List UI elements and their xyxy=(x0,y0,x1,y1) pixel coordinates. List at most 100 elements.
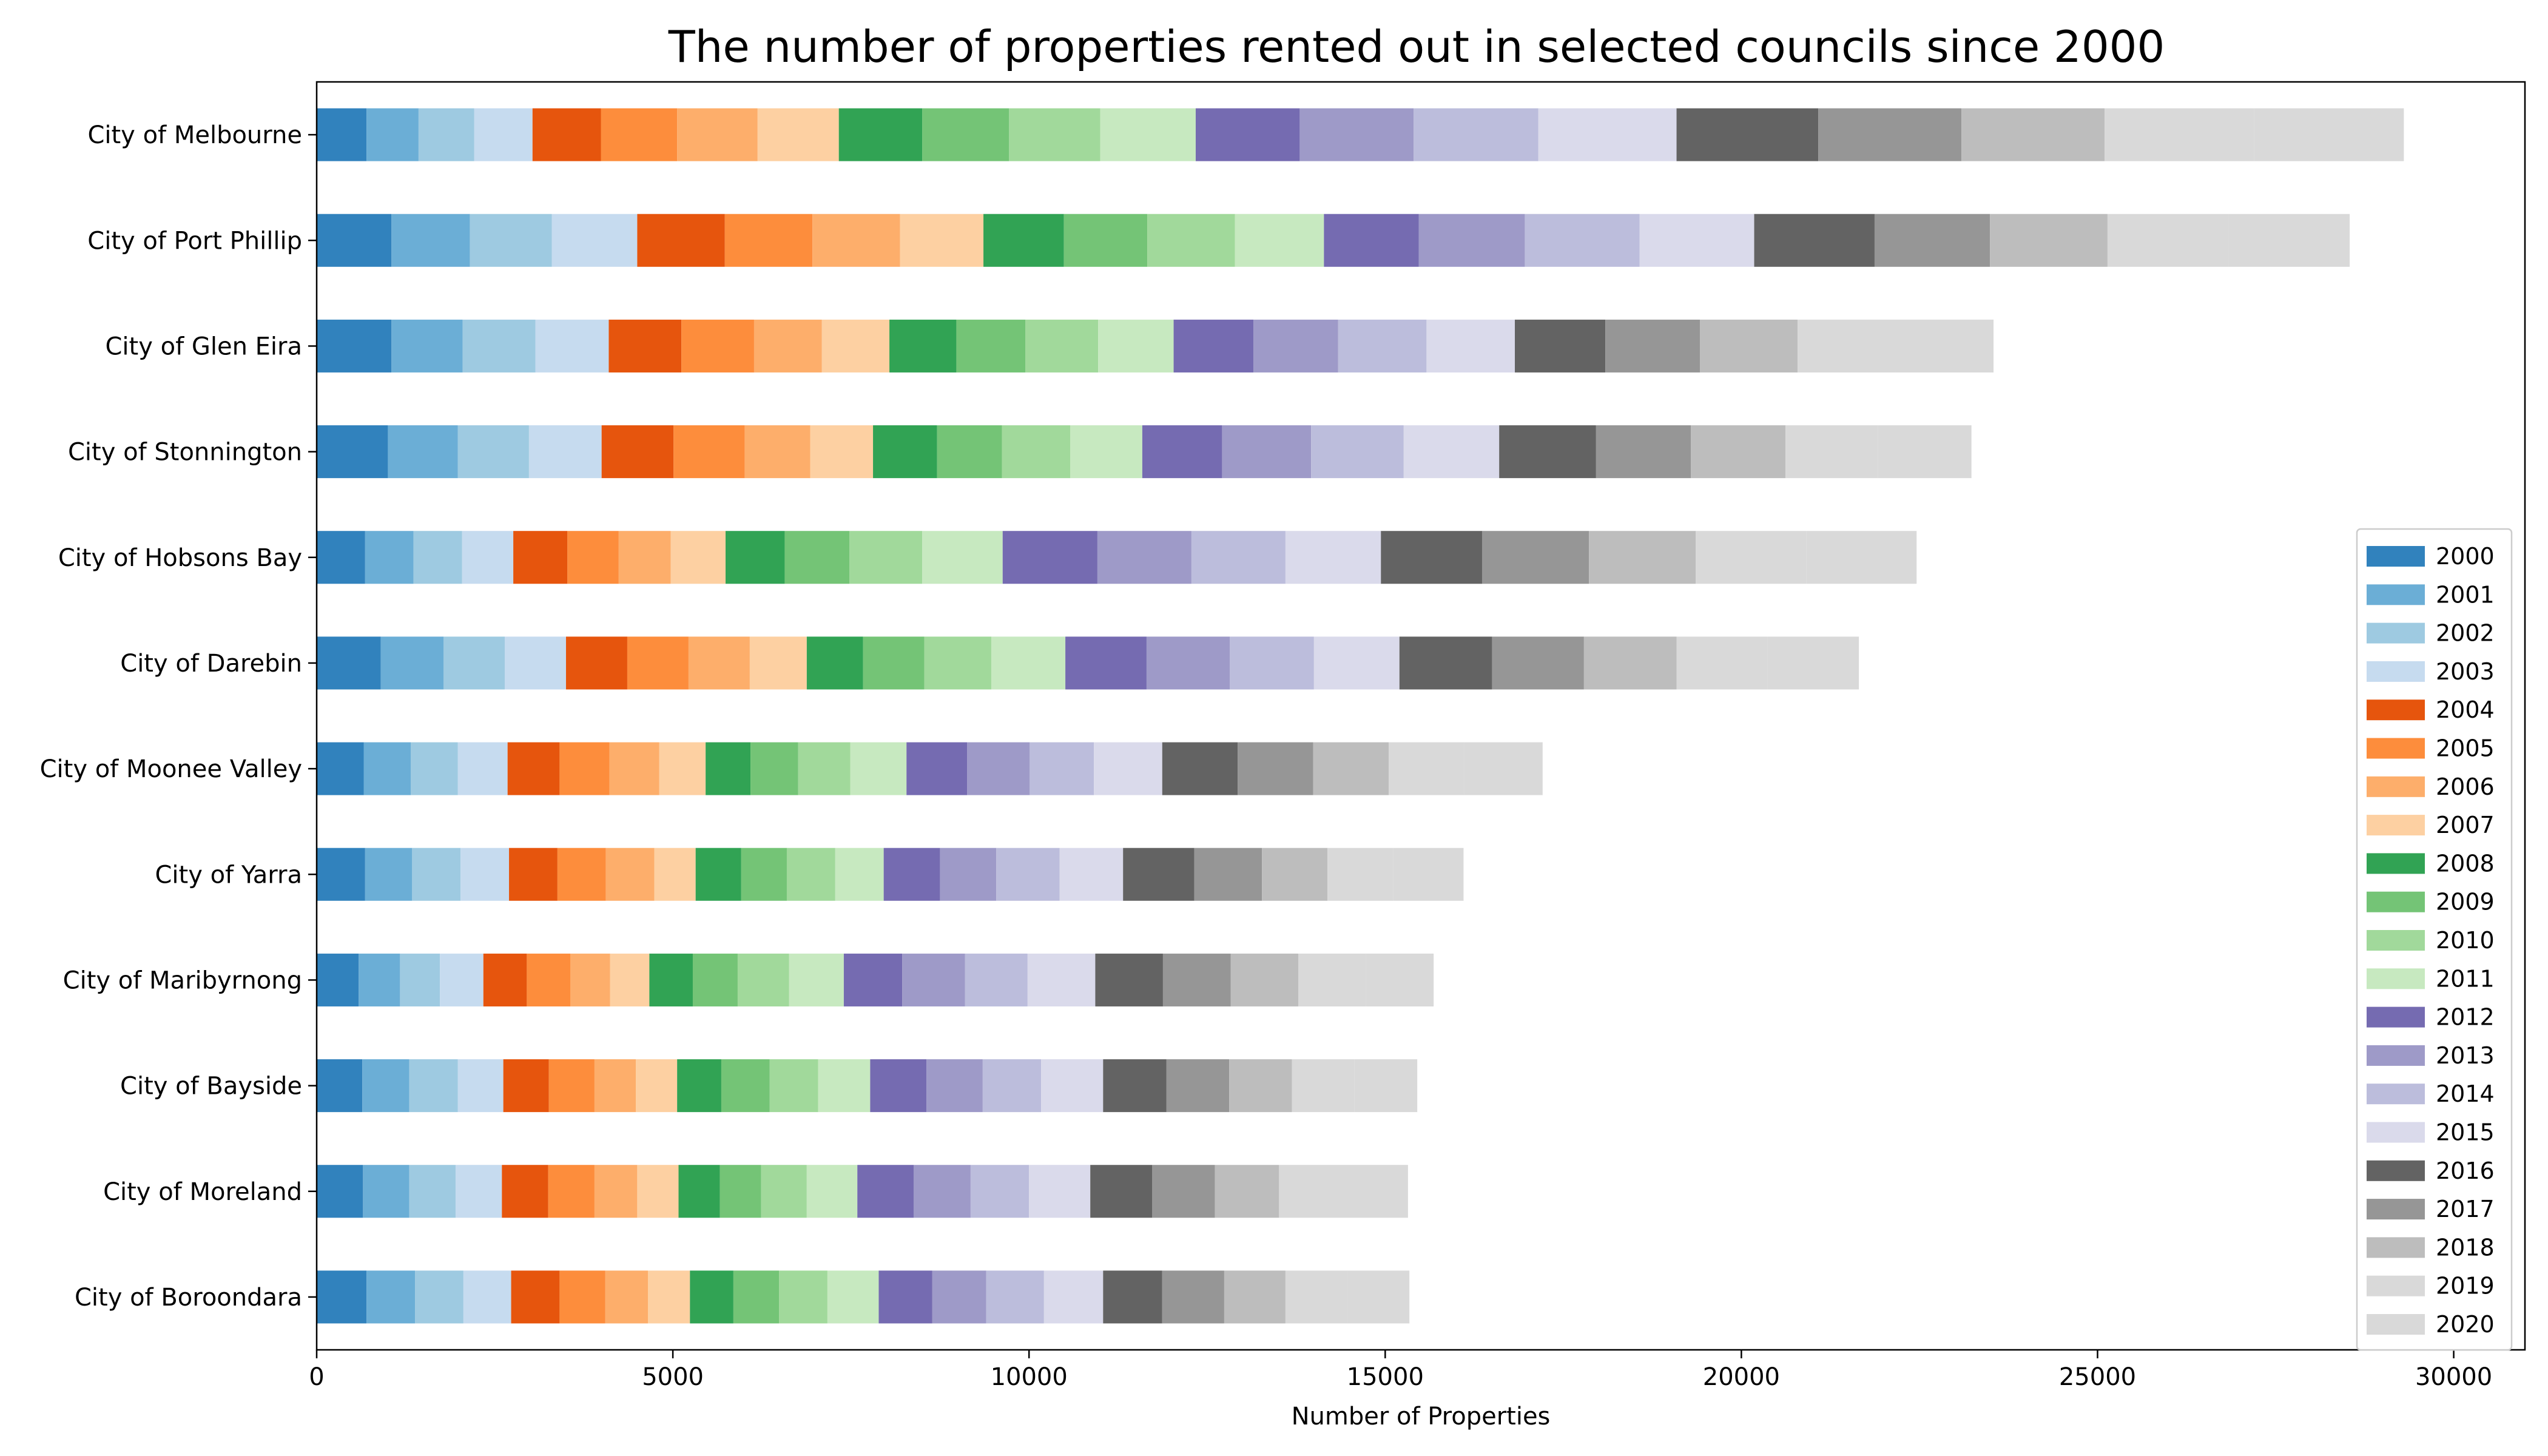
legend-swatch-2013 xyxy=(2367,1045,2425,1066)
bar-segment-2000-2 xyxy=(317,319,392,372)
bar-segment-2013-4 xyxy=(1097,531,1191,584)
legend-label-2003: 2003 xyxy=(2436,658,2495,685)
legend-label-2004: 2004 xyxy=(2436,696,2495,723)
bar-segment-2009-10 xyxy=(720,1165,761,1218)
legend-swatch-2006 xyxy=(2367,776,2425,797)
bar-segment-2000-5 xyxy=(317,636,381,690)
bar-segment-2010-0 xyxy=(1009,108,1100,161)
bar-segment-2004-4 xyxy=(513,531,568,584)
x-tick-label: 30000 xyxy=(2415,1363,2492,1391)
y-tick-label: City of Hobsons Bay xyxy=(58,544,302,572)
bar-segment-2011-6 xyxy=(850,742,907,795)
bar-segment-2009-1 xyxy=(1063,214,1148,267)
bar-segment-2001-7 xyxy=(365,848,413,901)
bar-segment-2011-3 xyxy=(1070,425,1142,479)
bar-segment-2014-8 xyxy=(965,953,1028,1006)
bar-segment-2018-6 xyxy=(1313,742,1389,795)
bar-segment-2013-11 xyxy=(932,1270,986,1324)
bar-segment-2018-8 xyxy=(1230,953,1299,1006)
bar-segment-2014-9 xyxy=(982,1059,1042,1113)
bar-segment-2003-2 xyxy=(535,319,609,372)
bar-segment-2007-4 xyxy=(670,531,726,584)
bar-segment-2003-9 xyxy=(457,1059,504,1113)
bar-segment-2010-4 xyxy=(849,531,923,584)
bar-segment-2012-5 xyxy=(1065,636,1147,690)
bar-segment-2016-3 xyxy=(1499,425,1596,479)
bar-segment-2011-9 xyxy=(818,1059,871,1113)
bar-segment-2013-7 xyxy=(940,848,997,901)
bar-segment-2011-11 xyxy=(827,1270,879,1324)
bar-segment-2001-8 xyxy=(359,953,400,1006)
bar-segment-2007-9 xyxy=(636,1059,678,1113)
bar-segment-2004-8 xyxy=(483,953,527,1006)
y-tick-label: City of Yarra xyxy=(155,861,302,889)
bar-segment-2002-4 xyxy=(413,531,462,584)
bar-segment-2009-9 xyxy=(721,1059,770,1113)
legend-label-2018: 2018 xyxy=(2436,1234,2495,1261)
bar-segment-2011-2 xyxy=(1098,319,1174,372)
bar-segment-2018-7 xyxy=(1262,848,1328,901)
x-axis-ticks: 0 5000 10000 15000 20000 25000 30000 xyxy=(309,1350,2492,1391)
bar-segment-2012-4 xyxy=(1002,531,1097,584)
bar-segment-2020-4 xyxy=(1806,531,1917,584)
legend-label-2011: 2011 xyxy=(2436,965,2495,992)
legend-swatch-2012 xyxy=(2367,1006,2425,1028)
bar-segment-2010-2 xyxy=(1025,319,1099,372)
legend-swatch-2015 xyxy=(2367,1122,2425,1143)
bar-segment-2018-2 xyxy=(1700,319,1798,372)
bar-segment-2004-0 xyxy=(532,108,601,161)
legend-label-2001: 2001 xyxy=(2436,581,2495,608)
bar-segment-2005-7 xyxy=(557,848,606,901)
legend-label-2005: 2005 xyxy=(2436,735,2495,762)
legend-swatch-2018 xyxy=(2367,1237,2425,1258)
bar-segment-2015-6 xyxy=(1094,742,1162,795)
bar-segment-2000-11 xyxy=(317,1270,367,1324)
bar-segment-2018-0 xyxy=(1961,108,2105,161)
bar-segment-2017-6 xyxy=(1238,742,1313,795)
bar-segment-2001-5 xyxy=(380,636,444,690)
bar-segment-2004-1 xyxy=(637,214,725,267)
x-tick-label: 10000 xyxy=(991,1363,1068,1391)
y-tick-label: City of Port Phillip xyxy=(87,227,302,255)
bar-segment-2006-11 xyxy=(605,1270,648,1324)
bar-segment-2009-11 xyxy=(733,1270,780,1324)
bar-segment-2008-6 xyxy=(706,742,751,795)
bar-segment-2005-11 xyxy=(559,1270,605,1324)
bar-segment-2007-11 xyxy=(648,1270,690,1324)
plot-frame xyxy=(315,81,2526,1351)
bar-segment-2003-7 xyxy=(460,848,510,901)
bar-segment-2013-6 xyxy=(967,742,1030,795)
bar-segment-2006-7 xyxy=(605,848,655,901)
bar-segment-2005-3 xyxy=(673,425,745,479)
legend-swatch-2014 xyxy=(2367,1084,2425,1105)
bar-segment-2002-6 xyxy=(410,742,458,795)
bar-segment-2011-8 xyxy=(789,953,844,1006)
bar-segment-2002-10 xyxy=(409,1165,456,1218)
bar-segment-2017-8 xyxy=(1162,953,1231,1006)
bar-segment-2019-4 xyxy=(1696,531,1807,584)
bar-segment-2009-2 xyxy=(956,319,1026,372)
bar-segment-2017-5 xyxy=(1492,636,1584,690)
legend-swatch-2004 xyxy=(2367,699,2425,721)
bar-segment-2017-2 xyxy=(1605,319,1700,372)
bar-segment-2008-1 xyxy=(983,214,1064,267)
bar-segment-2016-7 xyxy=(1123,848,1195,901)
bar-segment-2015-7 xyxy=(1059,848,1124,901)
bar-segment-2007-2 xyxy=(821,319,890,372)
bar-segment-2004-3 xyxy=(601,425,674,479)
legend-label-2009: 2009 xyxy=(2436,889,2495,915)
bar-segment-2014-11 xyxy=(986,1270,1044,1324)
y-tick-label: City of Moreland xyxy=(103,1178,302,1206)
bar-segment-2006-10 xyxy=(594,1165,638,1218)
bar-segment-2015-10 xyxy=(1029,1165,1091,1218)
legend-swatch-2002 xyxy=(2367,622,2425,644)
bar-segment-2013-3 xyxy=(1222,425,1312,479)
bar-segment-2012-2 xyxy=(1173,319,1254,372)
bar-segment-2013-9 xyxy=(926,1059,983,1113)
bar-segment-2002-5 xyxy=(443,636,505,690)
bar-segment-2002-8 xyxy=(400,953,440,1006)
y-tick-label: City of Bayside xyxy=(120,1073,302,1100)
bar-segment-2015-5 xyxy=(1313,636,1400,690)
bar-segment-2004-10 xyxy=(502,1165,548,1218)
bar-segment-2015-4 xyxy=(1285,531,1381,584)
